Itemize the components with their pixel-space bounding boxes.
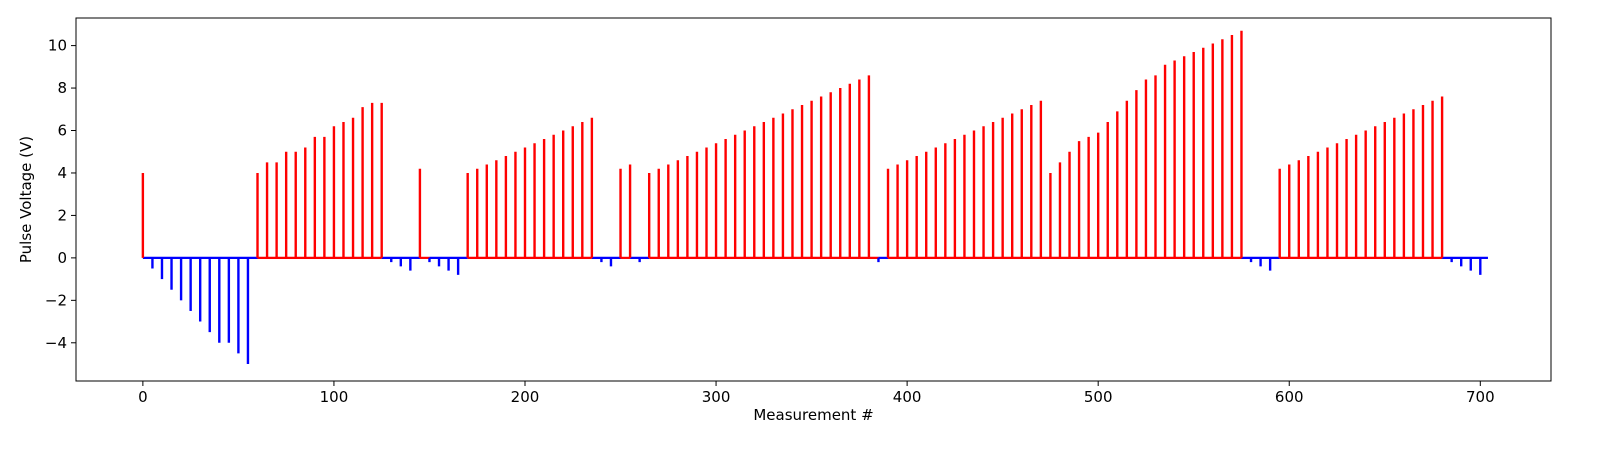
y-axis-title: Pulse Voltage (V) (17, 136, 35, 263)
stems (141, 30, 1482, 365)
y-tick-label: 0 (57, 249, 67, 267)
x-tick-label: 500 (1084, 388, 1113, 406)
y-tick-label: −4 (45, 334, 67, 352)
x-tick-label: 600 (1275, 388, 1304, 406)
plot-frame (75, 17, 1552, 382)
x-tick-label: 700 (1466, 388, 1495, 406)
y-tick-label: 2 (57, 206, 67, 224)
y-axis: −4 −2 0 2 4 6 8 10 (45, 37, 76, 352)
x-axis: 0 100 200 300 400 500 600 700 (138, 381, 1495, 406)
y-tick-label: 6 (57, 122, 67, 140)
x-tick-label: 100 (320, 388, 349, 406)
y-tick-label: 8 (57, 79, 67, 97)
x-tick-label: 200 (511, 388, 540, 406)
x-axis-title: Measurement # (753, 406, 873, 424)
y-tick-label: 10 (48, 37, 67, 55)
y-tick-label: 4 (57, 164, 67, 182)
x-tick-label: 300 (702, 388, 731, 406)
x-tick-label: 400 (893, 388, 922, 406)
y-tick-label: −2 (45, 291, 67, 309)
x-tick-label: 0 (138, 388, 148, 406)
